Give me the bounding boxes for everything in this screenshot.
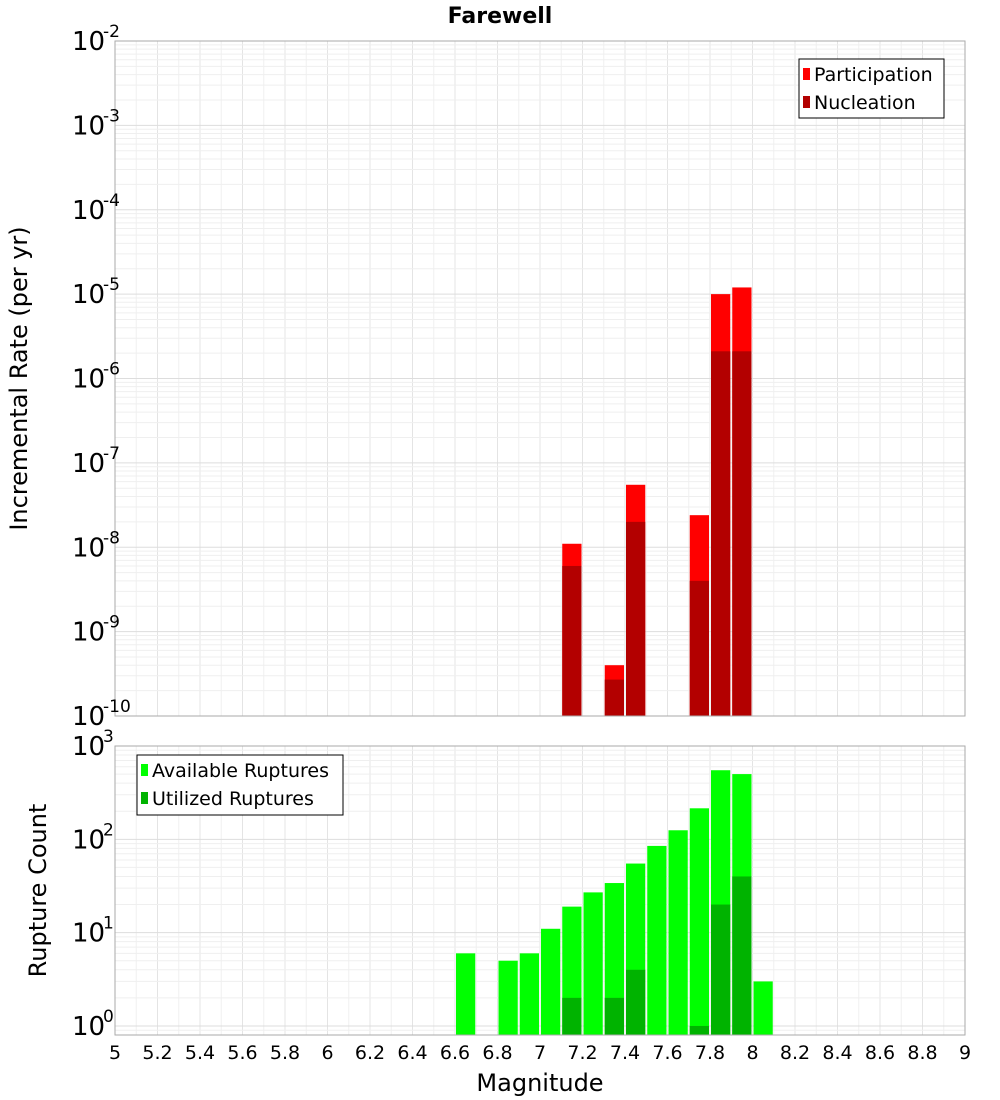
y-tick-label: 10 <box>72 825 105 855</box>
nucleation-bar <box>689 580 709 716</box>
y-tick-label: 10 <box>72 618 105 648</box>
rate-legend-box <box>798 58 945 119</box>
nucleation-bar <box>604 679 624 716</box>
y-tick-exponent: 3 <box>103 727 114 747</box>
y-tick-exponent: -8 <box>103 528 120 548</box>
available-ruptures-bar <box>668 830 688 1035</box>
chart-title: Farewell <box>448 4 553 29</box>
x-tick-label: 7 <box>534 1042 546 1064</box>
y-tick-exponent: -3 <box>103 106 120 126</box>
available-ruptures-bar <box>498 960 518 1035</box>
available-ruptures-bar <box>753 981 773 1035</box>
available-ruptures-bar <box>456 953 476 1035</box>
y-tick-exponent: -9 <box>103 613 120 633</box>
x-tick-label: 5.6 <box>227 1042 257 1064</box>
x-tick-label: 8.4 <box>822 1042 852 1064</box>
count-legend: Available Ruptures Utilized Ruptures <box>136 754 344 816</box>
x-tick-labels: 5 5.2 5.4 5.6 5.8 6 6.2 6.4 6.6 6.8 7 7.2 7.4 7.6 7.8 8… <box>109 1042 971 1064</box>
y-tick-exponent: -10 <box>103 697 131 717</box>
utilized-ruptures-bar <box>604 997 624 1035</box>
y-tick-exponent: -7 <box>103 444 120 464</box>
y-tick-label: 10 <box>72 732 105 762</box>
x-tick-label: 8.8 <box>907 1042 937 1064</box>
legend-label-participation: Participation <box>814 64 933 86</box>
nucleation-bar <box>626 521 646 716</box>
legend-swatch-participation <box>803 68 810 80</box>
y-tick-label: 10 <box>72 533 105 563</box>
y-tick-label: 10 <box>72 1012 105 1042</box>
count-plot-frame <box>114 745 966 1036</box>
y-tick-label: 10 <box>72 280 105 310</box>
nucleation-bars <box>562 351 752 716</box>
count-legend-box <box>136 754 344 816</box>
y-tick-exponent: 1 <box>103 914 114 934</box>
x-tick-label: 6.8 <box>482 1042 512 1064</box>
y-tick-label: 10 <box>72 449 105 479</box>
y-tick-label: 10 <box>72 919 105 949</box>
legend-label-nucleation: Nucleation <box>814 92 916 114</box>
legend-swatch-nucleation <box>803 96 810 108</box>
available-ruptures-bar <box>604 883 624 1035</box>
utilized-ruptures-bar <box>689 1025 709 1035</box>
y-tick-label: 10 <box>72 702 105 732</box>
nucleation-bar <box>732 351 752 716</box>
x-tick-label: 7.6 <box>652 1042 682 1064</box>
utilized-ruptures-bar <box>562 997 582 1035</box>
nucleation-bar <box>711 351 731 716</box>
x-tick-label: 7.8 <box>695 1042 725 1064</box>
x-tick-label: 8 <box>746 1042 758 1064</box>
legend-swatch-available <box>141 764 148 776</box>
x-tick-label: 6.2 <box>355 1042 385 1064</box>
x-tick-label: 5.2 <box>142 1042 172 1064</box>
available-ruptures-bar <box>647 845 667 1035</box>
y-tick-label: 10 <box>72 27 105 57</box>
available-ruptures-bar <box>689 808 709 1035</box>
x-tick-label: 9 <box>959 1042 971 1064</box>
rate-grid <box>114 40 966 717</box>
y-tick-exponent: -4 <box>103 191 120 211</box>
x-tick-label: 6 <box>321 1042 333 1064</box>
y-tick-label: 10 <box>72 111 105 141</box>
x-tick-label: 8.6 <box>865 1042 895 1064</box>
legend-label-utilized: Utilized Ruptures <box>152 788 314 810</box>
rate-plot-frame <box>114 40 966 717</box>
y-tick-exponent: 0 <box>103 1007 114 1027</box>
legend-label-available: Available Ruptures <box>152 760 329 782</box>
y-tick-exponent: 2 <box>103 820 114 840</box>
x-tick-label: 5.4 <box>185 1042 215 1064</box>
rate-y-axis-label: Incremental Rate (per yr) <box>5 226 33 530</box>
y-tick-label: 10 <box>72 196 105 226</box>
x-tick-label: 7.4 <box>610 1042 640 1064</box>
available-ruptures-bar <box>583 892 603 1035</box>
utilized-ruptures-bars <box>562 876 752 1035</box>
available-ruptures-bar <box>541 928 561 1035</box>
x-tick-label: 5 <box>109 1042 121 1064</box>
utilized-ruptures-bar <box>732 876 752 1035</box>
x-axis-label: Magnitude <box>476 1069 603 1097</box>
legend-swatch-utilized <box>141 792 148 804</box>
utilized-ruptures-bar <box>711 904 731 1035</box>
x-tick-label: 6.4 <box>397 1042 427 1064</box>
x-tick-label: 6.6 <box>440 1042 470 1064</box>
utilized-ruptures-bar <box>626 969 646 1035</box>
x-tick-label: 5.8 <box>270 1042 300 1064</box>
rate-legend: Participation Nucleation <box>798 58 945 119</box>
x-tick-label: 7.2 <box>567 1042 597 1064</box>
y-tick-exponent: -2 <box>103 22 120 42</box>
x-tick-label: 8.2 <box>780 1042 810 1064</box>
count-y-axis-label: Rupture Count <box>24 804 52 978</box>
y-tick-label: 10 <box>72 365 105 395</box>
available-ruptures-bar <box>519 953 539 1035</box>
y-tick-exponent: -6 <box>103 360 120 380</box>
nucleation-bar <box>562 565 582 716</box>
y-tick-exponent: -5 <box>103 275 120 295</box>
